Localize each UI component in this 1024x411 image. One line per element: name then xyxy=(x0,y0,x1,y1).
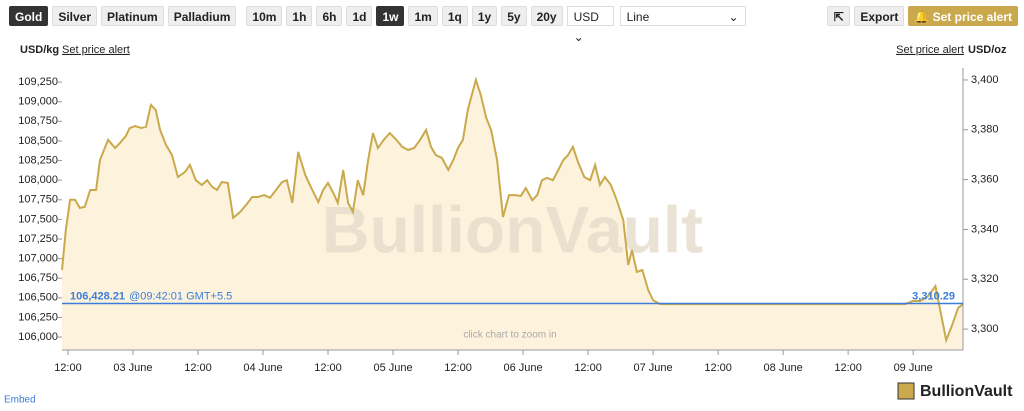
toolbar-button[interactable]: 5y xyxy=(501,6,527,26)
toolbar-button[interactable]: 20y xyxy=(530,6,563,26)
toolbar-button[interactable]: Palladium xyxy=(167,6,237,26)
toolbar-button[interactable]: 10m xyxy=(246,6,283,26)
x-tick-label: 03 June xyxy=(113,362,152,374)
x-tick-label: 07 June xyxy=(634,362,673,374)
metal-group: Gold Silver Platinum Palladium xyxy=(9,6,240,26)
y2-tick-label: 3,360 xyxy=(971,174,999,186)
y-axis-label: USD/kg xyxy=(20,44,59,56)
embed-link[interactable]: Embed xyxy=(4,395,36,406)
x-tick-label: 12:00 xyxy=(444,362,472,374)
alert-button[interactable]: 🔔 Set price alert xyxy=(908,6,1018,26)
y-tick-label: 106,500 xyxy=(18,292,58,304)
y2-tick-label: 3,300 xyxy=(971,323,999,335)
open-icon[interactable]: ⇱ xyxy=(827,6,851,26)
current-time: @09:42:01 GMT+5.5 xyxy=(129,290,232,302)
style-select[interactable]: Line ⌄ xyxy=(619,6,746,26)
export-button[interactable]: Export xyxy=(854,6,905,26)
x-tick-label: 09 June xyxy=(894,362,933,374)
toolbar: Gold Silver Platinum Palladium 10m 1h 6h 1d 1w 1… xyxy=(9,5,1018,44)
range-group: 10m 1h 6h 1d 1w 1m 1q 1y 5y 20y xyxy=(246,6,566,26)
logo-icon xyxy=(897,382,915,400)
currency-select[interactable]: USD ⌄ xyxy=(566,6,614,44)
y-tick-label: 109,000 xyxy=(18,96,58,108)
x-tick-label: 05 June xyxy=(373,362,412,374)
x-tick-label: 08 June xyxy=(764,362,803,374)
y-tick-label: 108,250 xyxy=(18,154,58,166)
watermark: BullionVault xyxy=(322,192,703,266)
x-tick-label: 06 June xyxy=(503,362,542,374)
y-tick-label: 106,250 xyxy=(18,311,58,323)
y-tick-label: 109,250 xyxy=(18,76,58,88)
x-tick-label: 12:00 xyxy=(314,362,342,374)
y-tick-label: 107,500 xyxy=(18,213,58,225)
x-tick-label: 12:00 xyxy=(54,362,82,374)
alert-link[interactable]: Set price alert xyxy=(896,44,964,56)
toolbar-button[interactable]: 1q xyxy=(441,6,468,26)
y-tick-label: 107,250 xyxy=(18,233,58,245)
currency: USD xyxy=(573,10,599,24)
toolbar-button[interactable]: Platinum xyxy=(101,6,164,26)
line xyxy=(61,76,964,344)
toolbar-button[interactable]: 6h xyxy=(316,6,343,26)
toolbar-button[interactable]: Silver xyxy=(52,6,98,26)
y2-axis-label: USD/oz xyxy=(968,44,1007,56)
y2-tick-label: 3,340 xyxy=(971,223,999,235)
toolbar-button[interactable]: Gold xyxy=(9,6,49,26)
x-tick-label: 12:00 xyxy=(704,362,732,374)
x-tick-label: 04 June xyxy=(243,362,282,374)
y-tick-label: 108,750 xyxy=(18,115,58,127)
area xyxy=(62,79,963,351)
y2-tick-label: 3,400 xyxy=(971,74,999,86)
y-tick-label: 107,000 xyxy=(18,253,58,265)
toolbar-button[interactable]: 1m xyxy=(408,6,438,26)
zoom-hint: click chart to zoom in xyxy=(463,330,556,341)
y2-tick-label: 3,380 xyxy=(971,124,999,136)
toolbar-button[interactable]: 1w xyxy=(376,6,405,26)
current-price-y2: 3,310.29 xyxy=(912,290,955,302)
x-tick-label: 12:00 xyxy=(184,362,212,374)
y-tick-label: 107,750 xyxy=(18,194,58,206)
y-tick-label: 108,000 xyxy=(18,174,58,186)
alert-text: Set price alert xyxy=(932,10,1012,24)
y-tick-label: 106,750 xyxy=(18,272,58,284)
toolbar-button[interactable]: 1h xyxy=(286,6,313,26)
x-tick-label: 12:00 xyxy=(574,362,602,374)
y2-tick-label: 3,320 xyxy=(971,273,999,285)
toolbar-button[interactable]: 1y xyxy=(471,6,498,26)
chart-style: Line xyxy=(626,10,650,24)
x-tick-label: 12:00 xyxy=(834,362,862,374)
logo: BullionVault xyxy=(920,383,1013,400)
y-tick-label: 108,500 xyxy=(18,135,58,147)
toolbar-button[interactable]: 1d xyxy=(346,6,373,26)
y-tick-label: 106,000 xyxy=(18,331,58,343)
alert-link[interactable]: Set price alert xyxy=(62,44,130,56)
current-price-label: 106,428.21 xyxy=(70,290,125,302)
